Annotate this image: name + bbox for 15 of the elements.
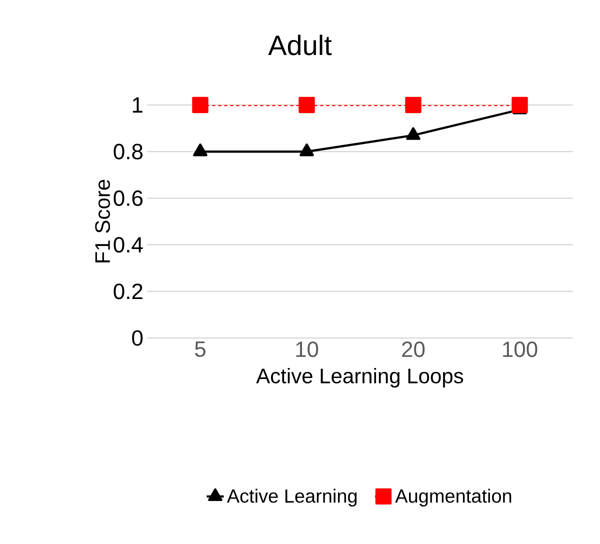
y-tick-label: 0 <box>132 330 143 346</box>
x-tick-label: 20 <box>402 342 425 358</box>
chart-title: Adult <box>268 34 332 56</box>
y-tick-label: 1 <box>132 97 142 113</box>
y-axis-title: F1 Score <box>95 180 110 262</box>
y-tick-label: 0.4 <box>114 237 143 253</box>
x-axis-title: Active Learning Loops <box>256 368 464 388</box>
x-tick-label: 10 <box>296 342 318 358</box>
x-tick-label: 5 <box>195 342 206 357</box>
y-tick-label: 0.8 <box>114 144 143 160</box>
y-tick-label: 0.2 <box>114 284 142 300</box>
y-tick-label: 0.6 <box>114 190 143 206</box>
legend-label: Active Learning <box>226 488 357 507</box>
legend-label: Augmentation <box>395 488 512 507</box>
x-tick-label: 100 <box>503 342 538 358</box>
